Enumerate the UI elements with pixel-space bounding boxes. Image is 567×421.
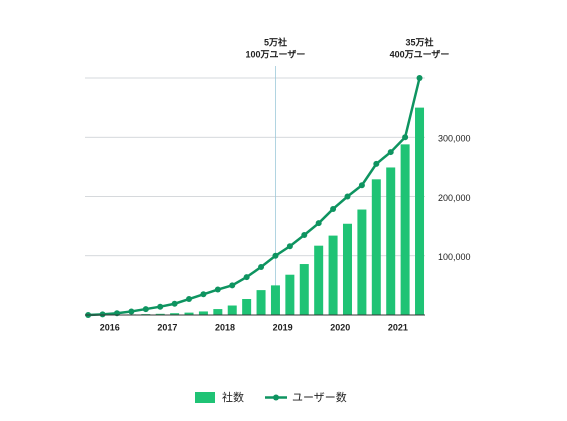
line-point: [301, 232, 308, 239]
bar: [342, 223, 352, 315]
line-point: [214, 286, 221, 293]
x-tick-label: 2016: [100, 322, 120, 332]
x-tick-label: 2017: [157, 322, 177, 332]
y-tick-label: 200,000: [438, 193, 471, 203]
line-point: [286, 243, 293, 250]
legend-swatch: [195, 392, 215, 403]
bar: [256, 290, 266, 315]
legend-label: ユーザー数: [292, 391, 347, 404]
line-point: [99, 311, 106, 318]
bar: [415, 107, 425, 315]
legend-label: 社数: [222, 390, 244, 404]
line-point: [157, 303, 164, 310]
line-point: [330, 205, 337, 212]
bar: [227, 305, 237, 315]
annotation: 35万社: [406, 36, 434, 47]
line-point: [243, 274, 250, 281]
bar: [184, 312, 194, 315]
line-point: [416, 75, 423, 81]
line-point: [258, 264, 265, 271]
bar: [198, 311, 208, 315]
bar: [371, 179, 381, 315]
line-point: [358, 182, 365, 189]
line-point: [186, 296, 193, 303]
line-point: [171, 300, 178, 307]
y-tick-label: 100,000: [438, 252, 471, 262]
bar: [270, 285, 280, 315]
bar: [213, 309, 223, 315]
bar: [314, 245, 324, 315]
x-tick-label: 2019: [273, 322, 293, 332]
bar: [386, 167, 396, 315]
annotation: 400万ユーザー: [390, 49, 450, 59]
annotation: 100万ユーザー: [246, 49, 306, 59]
line-point: [387, 149, 394, 156]
y-tick-label: 300,000: [438, 134, 471, 144]
line-point: [315, 220, 322, 227]
line-point: [272, 252, 279, 259]
line-point: [229, 282, 236, 289]
bar: [328, 235, 338, 315]
bar: [285, 274, 295, 315]
line-point: [128, 308, 135, 315]
bar: [400, 144, 410, 315]
bar: [242, 299, 252, 315]
line-point: [142, 306, 149, 313]
line-point: [373, 160, 380, 167]
bar: [155, 313, 165, 315]
x-tick-label: 2021: [388, 322, 408, 332]
x-tick-label: 2020: [330, 322, 350, 332]
bar: [357, 209, 367, 315]
bar: [170, 313, 180, 315]
line-point: [200, 291, 207, 298]
x-tick-label: 2018: [215, 322, 235, 332]
legend-swatch: [273, 394, 279, 401]
line-point: [402, 134, 409, 141]
bar: [299, 264, 309, 315]
annotation: 5万社: [264, 36, 287, 47]
line-point: [344, 193, 351, 200]
